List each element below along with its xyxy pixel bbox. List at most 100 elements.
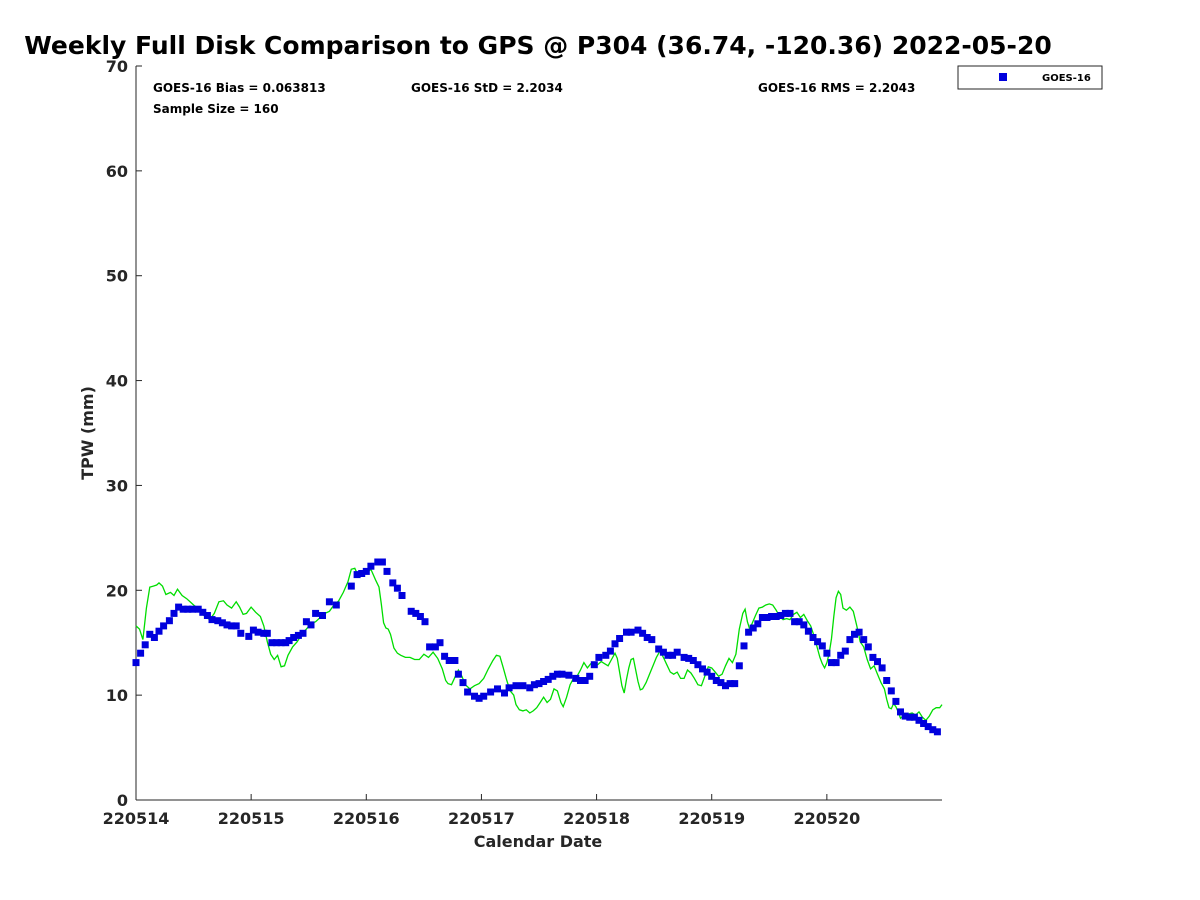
goes16-point	[920, 720, 928, 727]
goes16-point	[606, 647, 614, 655]
goes16-point	[549, 672, 557, 680]
goes16-point	[611, 640, 619, 648]
gps-series	[135, 567, 943, 722]
x-tick-label: 220515	[218, 809, 285, 828]
goes16-point	[781, 609, 789, 617]
goes16-point	[846, 636, 854, 644]
goes16-point	[627, 628, 635, 636]
y-axis-ticks: 0 10 20 30 40 50 60 70	[106, 57, 142, 810]
goes16-point	[841, 647, 849, 655]
goes16-point	[302, 618, 310, 626]
goes16-point	[431, 643, 439, 651]
x-axis-ticks: 220514 220515 220516 220517 220518 220519 2205…	[103, 794, 860, 828]
goes16-point	[137, 649, 145, 657]
legend-box	[957, 65, 1103, 90]
plot-area: 0 10 20 30 40 50 60 70 220514 220515 220516 220517…	[103, 57, 943, 828]
chart-title: Weekly Full Disk Comparison to GPS @ P30…	[24, 31, 1051, 60]
goes16-point	[214, 617, 222, 625]
goes16-point	[367, 562, 375, 570]
goes16-point	[494, 685, 501, 693]
goes16-series	[132, 558, 941, 736]
x-tick-label: 220514	[103, 809, 170, 828]
goes16-point	[602, 651, 610, 659]
goes16-point	[501, 689, 508, 697]
goes16-point	[480, 692, 488, 700]
goes16-point	[673, 648, 681, 656]
goes16-point	[643, 634, 651, 641]
goes16-point	[735, 662, 743, 670]
goes16-point	[577, 677, 584, 684]
goes16-point	[616, 635, 624, 642]
goes16-point	[712, 677, 720, 684]
x-tick-label: 220518	[563, 809, 630, 828]
goes16-point	[763, 614, 771, 621]
goes16-point	[572, 674, 580, 682]
goes16-point	[772, 613, 780, 620]
goes16-point	[749, 624, 757, 632]
goes16-point	[680, 653, 688, 661]
goes16-point	[263, 629, 271, 637]
goes16-point	[299, 629, 307, 637]
goes16-point	[694, 661, 702, 669]
goes16-point	[540, 678, 548, 685]
y-tick-label: 40	[106, 372, 128, 391]
sample-size-stat: Sample Size = 160	[153, 102, 279, 116]
goes16-point	[659, 648, 667, 656]
goes16-point	[933, 728, 941, 736]
goes16-point	[703, 668, 711, 676]
goes16-point	[897, 708, 904, 716]
goes16-point	[664, 651, 672, 659]
goes16-point	[165, 617, 173, 625]
goes16-point	[223, 621, 231, 629]
goes16-point	[530, 681, 538, 689]
goes16-point	[208, 616, 216, 624]
goes16-point	[906, 713, 914, 721]
goes16-point	[581, 677, 589, 684]
x-axis-title: Calendar Date	[474, 832, 603, 851]
goes16-point	[823, 649, 831, 657]
goes16-point	[814, 638, 822, 646]
goes16-point	[726, 680, 734, 688]
goes16-point	[623, 628, 630, 636]
goes16-point	[358, 570, 366, 577]
goes16-point	[464, 688, 472, 696]
y-tick-label: 30	[106, 476, 128, 495]
goes16-point	[362, 567, 370, 575]
goes16-point	[475, 694, 483, 702]
goes16-point	[194, 605, 202, 613]
goes16-point	[929, 726, 937, 734]
goes16-point	[768, 613, 776, 620]
bias-stat: GOES-16 Bias = 0.063813	[153, 81, 326, 95]
goes16-point	[228, 622, 236, 630]
goes16-point	[312, 609, 320, 617]
goes16-point	[160, 622, 168, 630]
goes16-point	[558, 670, 566, 678]
goes16-point	[864, 643, 872, 651]
goes16-point	[586, 672, 594, 680]
goes16-point	[285, 637, 293, 645]
goes16-point	[445, 657, 453, 664]
goes16-point	[887, 687, 895, 695]
goes16-point	[416, 613, 424, 620]
goes16-point	[795, 618, 803, 626]
goes16-point	[426, 643, 434, 651]
goes16-point	[745, 628, 753, 636]
goes16-point	[874, 658, 881, 666]
legend-marker-goes16	[999, 73, 1007, 81]
legend: GOES-16	[957, 65, 1103, 90]
goes16-point	[290, 634, 298, 641]
goes16-point	[565, 671, 573, 679]
goes16-point	[383, 567, 391, 575]
goes16-point	[307, 621, 315, 629]
goes16-point	[851, 630, 858, 638]
goes16-point	[860, 636, 868, 644]
y-tick-label: 20	[106, 581, 128, 600]
goes16-point	[786, 609, 794, 617]
y-axis-title: TPW (mm)	[78, 386, 97, 480]
goes16-point	[505, 684, 513, 692]
goes16-point	[855, 628, 863, 636]
goes16-point	[347, 582, 355, 590]
goes16-point	[184, 605, 192, 613]
goes16-point	[869, 653, 877, 661]
goes16-point	[526, 684, 534, 692]
